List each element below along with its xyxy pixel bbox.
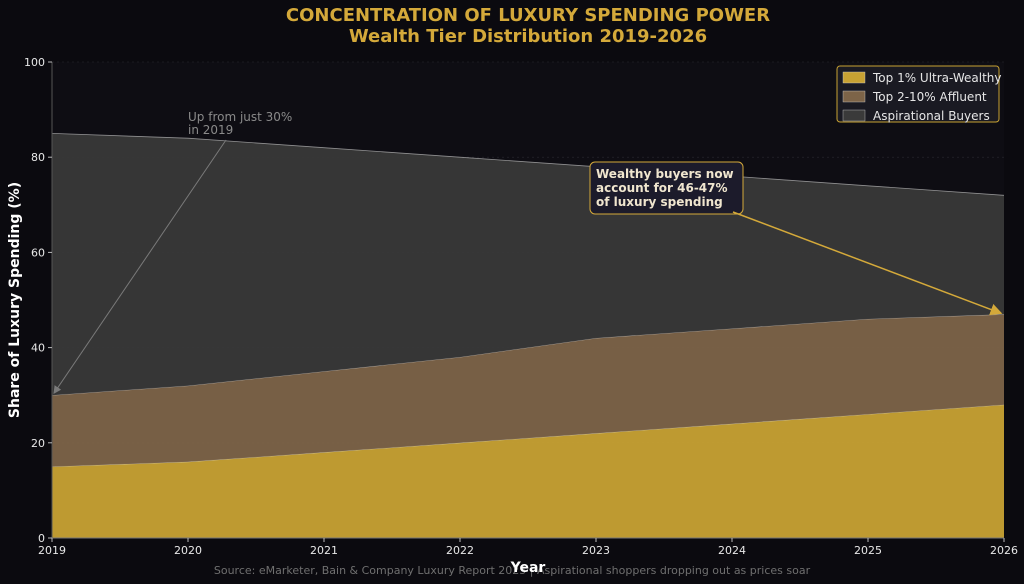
area-series-1 (52, 404, 1004, 538)
y-tick-label: 80 (31, 151, 45, 164)
x-tick-label: 2020 (174, 544, 202, 557)
legend-box (836, 65, 1000, 123)
area-series-2 (52, 314, 1004, 467)
annotation-box (589, 161, 744, 215)
area-series-layer (51, 133, 1005, 538)
data-point-3 (323, 146, 325, 148)
x-tick-label: 2026 (990, 544, 1018, 557)
annotation-box-line: Wealthy buyers now (596, 167, 734, 181)
y-tick-label: 40 (31, 342, 45, 355)
x-axis-title: Year (510, 560, 546, 576)
x-tick-label: 2025 (854, 544, 882, 557)
x-tick-label: 2022 (446, 544, 474, 557)
chart-title: CONCENTRATION OF LUXURY SPENDING POWER (286, 5, 770, 26)
x-tick-label: 2019 (38, 544, 66, 557)
y-tick-label: 20 (31, 437, 45, 450)
source-note: Source: eMarketer, Bain & Company Luxury… (214, 564, 811, 577)
annotation-muted-line: in 2019 (188, 123, 233, 137)
legend-label-2: Top 2-10% Affluent (872, 90, 987, 104)
annotation-muted-line: Up from just 30% (188, 110, 292, 124)
data-point-3 (459, 156, 461, 158)
annotation-box-line: account for 46-47% (596, 181, 728, 195)
legend-label-1: Top 1% Ultra-Wealthy (872, 71, 1002, 85)
legend-items: Top 1% Ultra-Wealthy Top 2-10% Affluent As… (842, 71, 1002, 123)
axes: 0 20 40 60 80 100 2019 2020 2021 2022 2023 2024 2025… (24, 56, 1018, 557)
data-point-3 (1003, 194, 1005, 196)
y-tick-label: 0 (38, 532, 45, 545)
legend-swatch-3 (842, 109, 866, 122)
x-tick-label: 2023 (582, 544, 610, 557)
series-line-3 (51, 133, 1005, 196)
x-tick-label: 2021 (310, 544, 338, 557)
y-tick-label: 60 (31, 246, 45, 259)
data-point-3 (867, 185, 869, 187)
legend-swatch-2 (842, 90, 866, 103)
chart-subtitle: Wealth Tier Distribution 2019-2026 (349, 26, 707, 47)
legend-swatch-1 (842, 71, 866, 84)
annotations: Up from just 30%in 2019 Wealthy buyers no… (53, 110, 1003, 395)
data-point-3 (187, 137, 189, 139)
legend: Top 1% Ultra-Wealthy Top 2-10% Affluent As… (836, 65, 1002, 123)
area-series-3 (52, 133, 1004, 396)
annotation-box-line: of luxury spending (596, 195, 723, 209)
annotation-box-arrow (732, 211, 1003, 316)
legend-label-3: Aspirational Buyers (873, 109, 990, 123)
y-axis-title: Share of Luxury Spending (%) (7, 182, 23, 418)
y-tick-label: 100 (24, 56, 45, 69)
x-tick-label: 2024 (718, 544, 746, 557)
annotation-muted-arrow (53, 139, 227, 395)
